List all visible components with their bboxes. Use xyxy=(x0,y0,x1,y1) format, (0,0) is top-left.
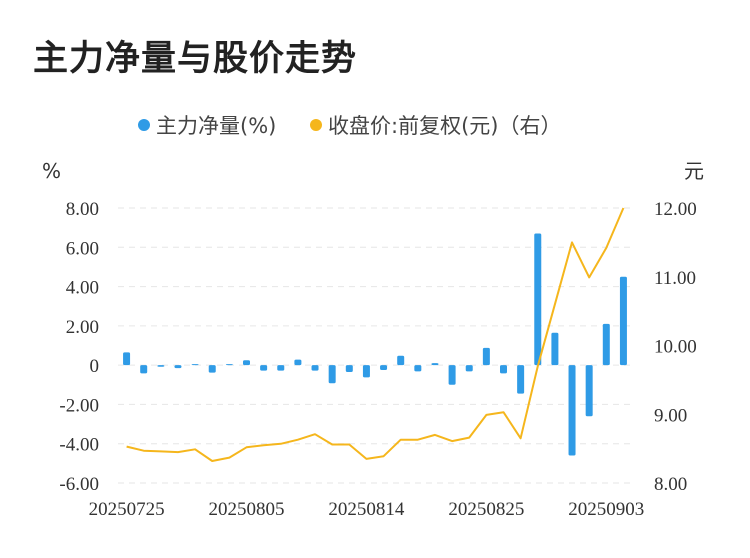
left-tick-label: 6.00 xyxy=(66,238,99,259)
right-tick-label: 11.00 xyxy=(654,268,696,289)
bar xyxy=(208,365,216,373)
price-line xyxy=(126,207,625,462)
left-tick-label: -4.00 xyxy=(59,435,99,456)
bar xyxy=(157,365,165,367)
x-tick-label: 20250814 xyxy=(328,499,405,520)
left-tick-label: 0 xyxy=(90,356,100,377)
left-tick-label: 8.00 xyxy=(66,199,99,220)
bar xyxy=(191,364,199,366)
bar xyxy=(602,323,610,366)
bar xyxy=(328,365,336,384)
bar xyxy=(260,365,268,371)
bar xyxy=(225,364,233,366)
legend-label-net-flow: 主力净量(%) xyxy=(156,114,276,138)
x-tick-label: 20250825 xyxy=(448,499,524,520)
legend-marker-net-flow xyxy=(138,119,150,131)
bar xyxy=(397,355,405,366)
left-tick-label: 2.00 xyxy=(66,317,99,338)
bar xyxy=(311,365,319,371)
bar xyxy=(362,365,370,378)
bar xyxy=(551,332,559,366)
x-tick-label: 20250725 xyxy=(89,499,165,520)
right-tick-label: 8.00 xyxy=(654,474,687,495)
bar xyxy=(465,365,473,372)
bar xyxy=(140,365,148,374)
line-series-close-price xyxy=(126,207,625,462)
left-tick-label: -2.00 xyxy=(59,395,99,416)
bar-series-net-flow xyxy=(123,233,627,456)
x-tick-label: 20250805 xyxy=(209,499,285,520)
bar xyxy=(174,365,182,369)
bar xyxy=(619,276,627,366)
legend: 主力净量(%) 收盘价:前复权(元)（右） xyxy=(138,114,561,138)
bar xyxy=(414,365,422,372)
bar xyxy=(448,365,456,385)
bar xyxy=(123,352,131,366)
legend-marker-close-price xyxy=(310,119,322,131)
right-tick-label: 9.00 xyxy=(654,405,687,426)
gridlines xyxy=(118,207,632,484)
bar xyxy=(500,365,507,374)
bar xyxy=(294,359,302,366)
left-tick-label: 4.00 xyxy=(66,278,99,299)
x-axis-ticks: 20250725 20250805 20250814 20250825 20250903 xyxy=(89,499,645,520)
bar xyxy=(345,365,353,373)
left-axis-ticks: 8.00 6.00 4.00 2.00 0 -2.00 -4.00 -6.00 xyxy=(59,199,99,495)
bar xyxy=(585,365,593,417)
bar xyxy=(568,365,576,456)
chart-title: 主力净量与股价走势 xyxy=(33,39,358,79)
legend-label-close-price: 收盘价:前复权(元)（右） xyxy=(328,114,561,138)
left-tick-label: -6.00 xyxy=(59,474,99,495)
left-axis-unit: % xyxy=(42,159,61,183)
bar xyxy=(380,365,388,371)
bar xyxy=(534,233,542,366)
bar xyxy=(431,363,439,366)
right-axis-unit: 元 xyxy=(684,159,704,183)
bar xyxy=(517,365,525,394)
right-axis-ticks: 12.00 11.00 10.00 9.00 8.00 xyxy=(654,199,697,495)
bar xyxy=(482,347,490,366)
x-tick-label: 20250903 xyxy=(568,499,644,520)
right-tick-label: 10.00 xyxy=(654,337,697,358)
bar xyxy=(277,365,285,371)
bar xyxy=(243,360,250,366)
right-tick-label: 12.00 xyxy=(654,199,697,220)
